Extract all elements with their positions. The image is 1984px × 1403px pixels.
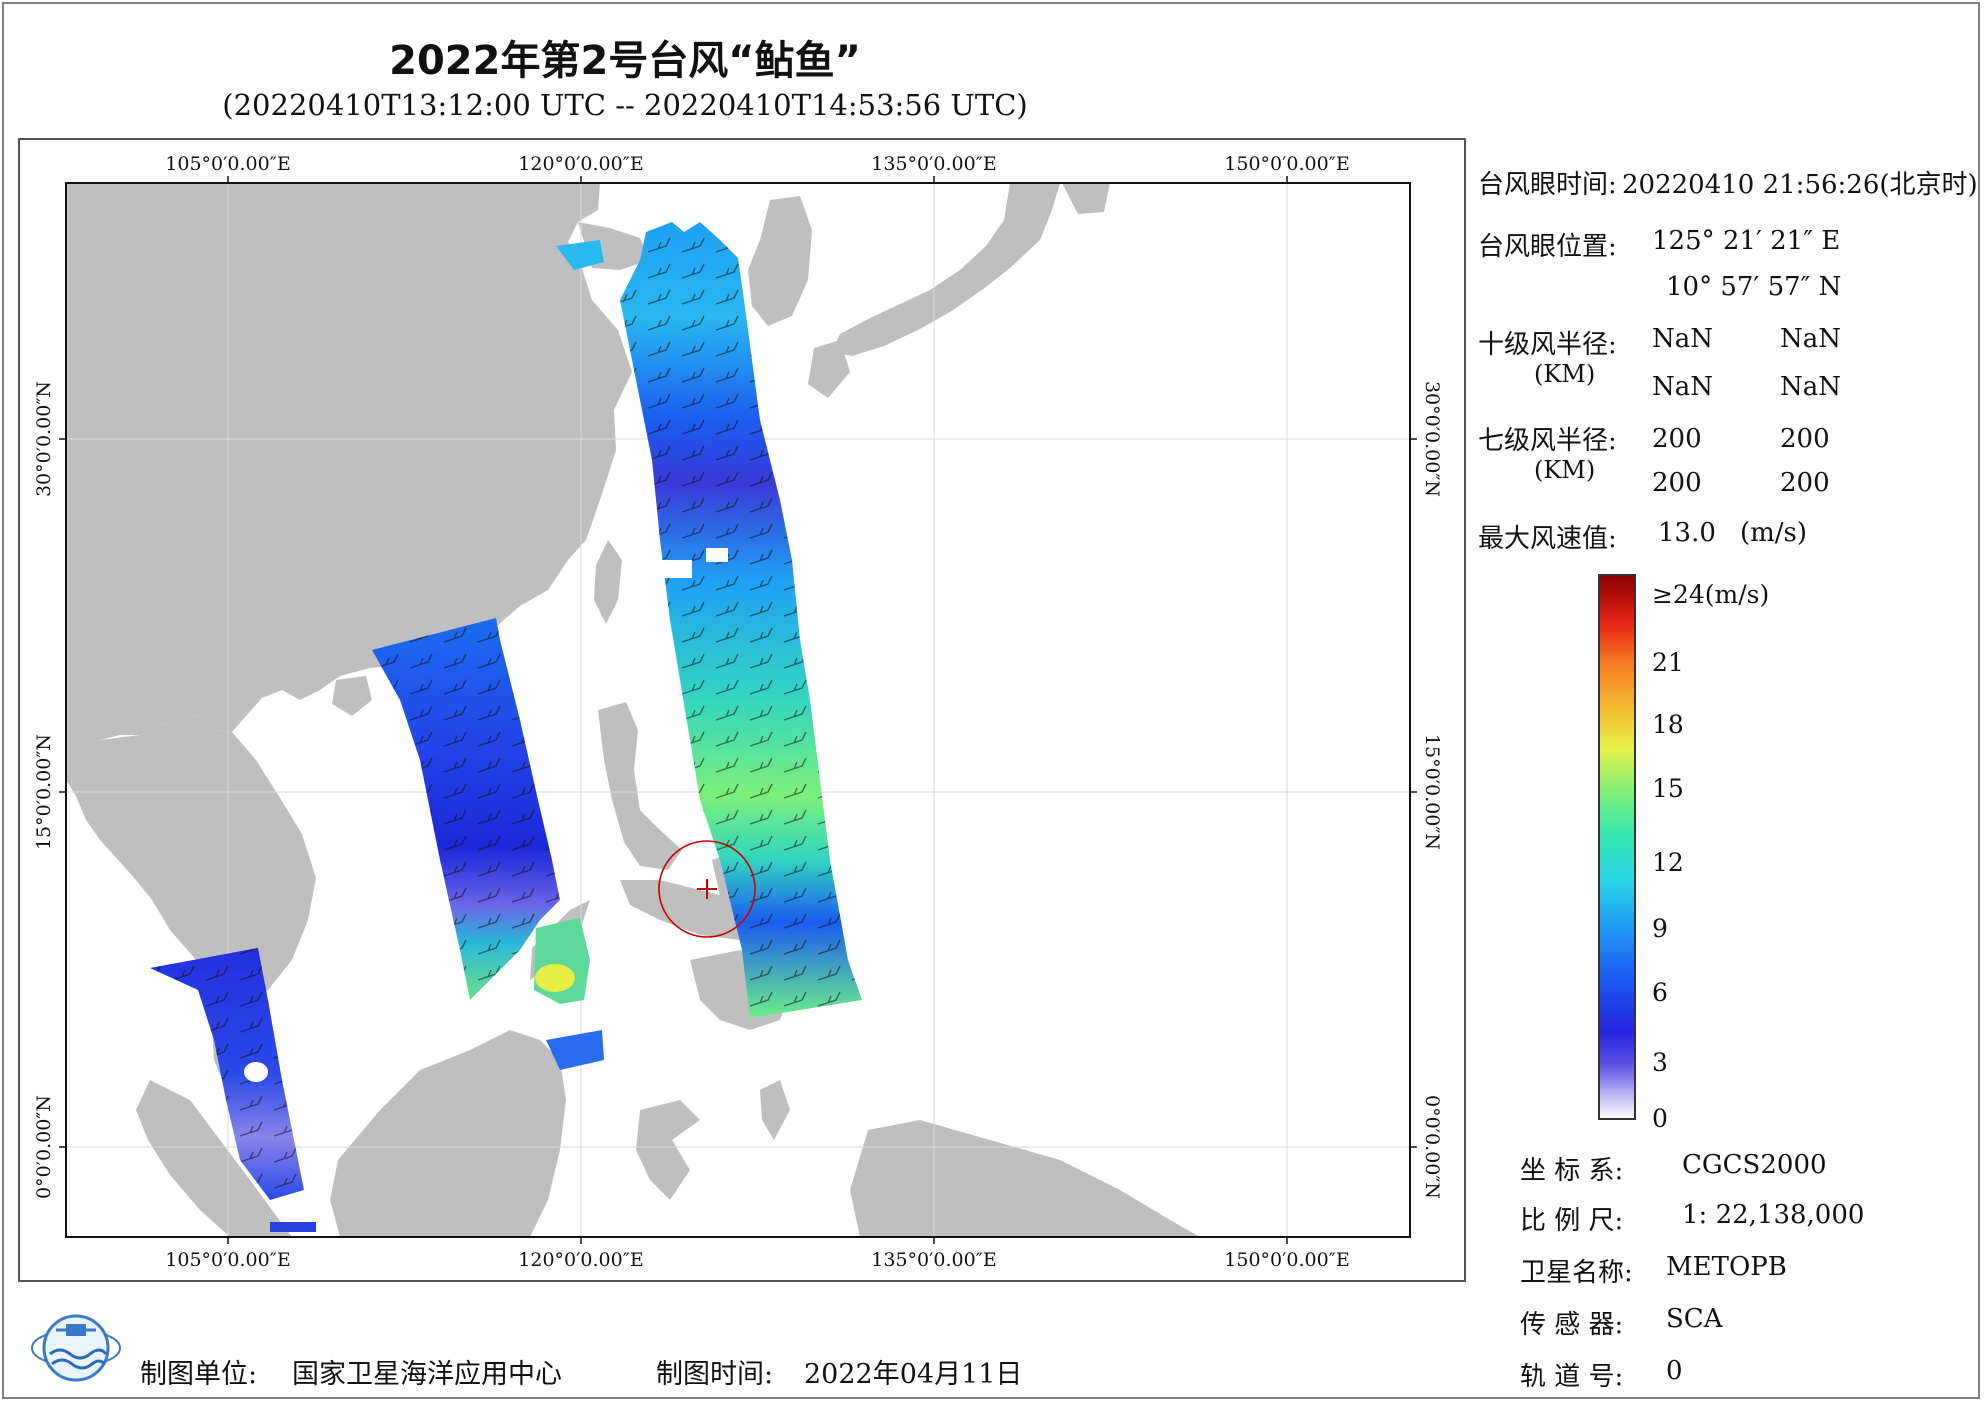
map-content (66, 183, 1410, 1237)
max-wind-unit: (m/s) (1740, 518, 1808, 548)
colorbar-tick-6: 6 (1652, 978, 1668, 1007)
eye-position-label: 台风眼位置: (1478, 232, 1617, 262)
kyushu (808, 340, 850, 398)
taiwan (594, 540, 622, 624)
scale-label: 比 例 尺: (1520, 1206, 1624, 1236)
lon-label-top-3: 135°0′0.00″E (871, 153, 996, 175)
lat-label-right-3: 0°0′0.00″N (1421, 1095, 1443, 1199)
halmahera (760, 1080, 790, 1140)
r7-value-1: 200 (1652, 424, 1702, 454)
wind-speed-colorbar (1598, 574, 1636, 1120)
lat-label-right-2: 15°0′0.00″N (1421, 734, 1443, 850)
colorbar-tick-9: 9 (1652, 914, 1668, 943)
map-date-value: 2022年04月11日 (804, 1359, 1023, 1390)
orbit-value: 0 (1666, 1356, 1683, 1386)
r7-unit: (KM) (1534, 456, 1596, 484)
typhoon-eye-circle (658, 840, 756, 938)
r7-value-2: 200 (1780, 424, 1830, 454)
lon-label-top-2: 120°0′0.00″E (518, 153, 643, 175)
r10-label: 十级风半径: (1478, 330, 1617, 360)
typhoon-eye (658, 840, 756, 938)
crs-label: 坐 标 系: (1520, 1156, 1624, 1186)
lat-label-left-1: 30°0′0.00″N (33, 381, 55, 497)
swath-patch-b (535, 964, 575, 992)
eye-time-label: 台风眼时间: (1478, 170, 1617, 200)
sensor-value: SCA (1666, 1304, 1723, 1334)
orbit-label: 轨 道 号: (1520, 1362, 1624, 1392)
lon-label-bottom-1: 105°0′0.00″E (165, 1249, 290, 1271)
swath-patch-d (556, 240, 604, 270)
map-subtitle: (20220410T13:12:00 UTC -- 20220410T14:53… (222, 88, 1028, 122)
axis-labels: 105°0′0.00″E 120°0′0.00″E 135°0′0.00″E 1… (33, 153, 1443, 1271)
r7-label: 七级风半径: (1478, 426, 1617, 456)
sulawesi (636, 1100, 700, 1200)
luzon (598, 702, 682, 870)
r7-value-4: 200 (1780, 468, 1830, 498)
swath-gap-a (662, 560, 692, 578)
china-mainland (66, 183, 632, 745)
lon-label-bottom-3: 135°0′0.00″E (871, 1249, 996, 1271)
lat-label-left-3: 0°0′0.00″N (33, 1095, 55, 1199)
colorbar-top-label: ≥24(m/s) (1652, 580, 1770, 609)
colorbar-tick-12: 12 (1652, 848, 1684, 877)
mindoro-visayas (620, 880, 760, 940)
r10-value-2: NaN (1780, 324, 1842, 354)
r10-value-1: NaN (1652, 324, 1714, 354)
hokkaido (1062, 183, 1110, 214)
scale-value: 1: 22,138,000 (1682, 1200, 1865, 1230)
colorbar-tick-15: 15 (1652, 774, 1684, 803)
colorbar-tick-21: 21 (1652, 648, 1684, 677)
map-neatline (65, 182, 1411, 1238)
lon-label-bottom-2: 120°0′0.00″E (518, 1249, 643, 1271)
lon-label-top-1: 105°0′0.00″E (165, 153, 290, 175)
r10-value-3: NaN (1652, 372, 1714, 402)
crs-value: CGCS2000 (1682, 1150, 1827, 1180)
producer-value: 国家卫星海洋应用中心 (292, 1359, 562, 1390)
swath-patch-e (270, 1222, 316, 1232)
hainan (332, 676, 372, 716)
indochina (66, 715, 316, 1012)
satellite-value: METOPB (1666, 1252, 1787, 1282)
eye-time-value: 20220410 21:56:26(北京时) (1622, 170, 1978, 200)
r10-unit: (KM) (1534, 360, 1596, 388)
lon-label-bottom-4: 150°0′0.00″E (1224, 1249, 1349, 1271)
lat-label-left-2: 15°0′0.00″N (33, 734, 55, 850)
swath-north-hatch (620, 222, 862, 1018)
swath-patch-c (546, 1030, 604, 1070)
swath-middle-hatch (372, 618, 560, 1000)
map-title: 2022年第2号台风“鲇鱼” (389, 38, 861, 84)
r7-value-3: 200 (1652, 468, 1702, 498)
map-frame (18, 138, 1466, 1282)
sensor-label: 传 感 器: (1520, 1310, 1624, 1340)
satellite-label: 卫星名称: (1520, 1258, 1633, 1288)
agency-logo-icon (31, 1314, 121, 1382)
colorbar-tick-3: 3 (1652, 1048, 1668, 1077)
producer-label: 制图单位: (140, 1359, 258, 1390)
borneo (330, 1030, 566, 1237)
axis-ticks (59, 176, 1417, 1244)
lon-label-top-4: 150°0′0.00″E (1224, 153, 1349, 175)
sumatra (136, 1080, 292, 1237)
map-date-label: 制图时间: (656, 1359, 774, 1390)
swath-gap-b (706, 548, 728, 562)
japan (832, 183, 1060, 356)
eye-longitude: 125° 21′ 21″ E (1652, 226, 1841, 256)
lat-label-right-1: 30°0′0.00″N (1421, 381, 1443, 497)
wind-swaths (150, 222, 862, 1232)
max-wind-value: 13.0 (1658, 518, 1716, 548)
korea (748, 196, 812, 326)
swath-south-hatch (150, 948, 304, 1200)
land-masses (66, 183, 1200, 1237)
new-guinea (850, 1120, 1200, 1237)
colorbar-tick-18: 18 (1652, 710, 1684, 739)
eye-latitude: 10° 57′ 57″ N (1666, 272, 1842, 302)
colorbar-tick-0: 0 (1652, 1104, 1668, 1133)
swath-gap-c (244, 1062, 268, 1082)
r10-value-4: NaN (1780, 372, 1842, 402)
max-wind-label: 最大风速值: (1478, 524, 1617, 554)
